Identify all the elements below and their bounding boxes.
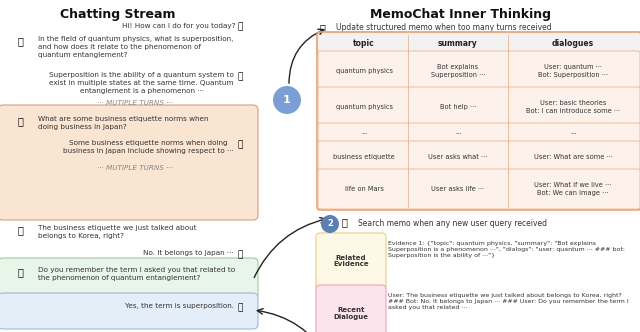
FancyBboxPatch shape [316, 285, 386, 332]
Text: What are some business etiquette norms when
doing business in Japan?: What are some business etiquette norms w… [38, 116, 209, 130]
Text: ···: ··· [361, 131, 367, 137]
Text: Yes, the term is superposition.: Yes, the term is superposition. [125, 303, 234, 309]
Text: Some business etiquette norms when doing
business in Japan include showing respe: Some business etiquette norms when doing… [63, 140, 234, 154]
Text: 🧑: 🧑 [18, 267, 24, 277]
Text: 🤖: 🤖 [342, 217, 348, 227]
Text: 🧑: 🧑 [18, 225, 24, 235]
FancyBboxPatch shape [0, 258, 258, 300]
Text: business etiquette: business etiquette [333, 154, 395, 160]
Text: 1: 1 [283, 95, 291, 105]
Text: 🧑: 🧑 [18, 116, 24, 126]
Text: User: quantum ···
Bot: Superposition ···: User: quantum ··· Bot: Superposition ··· [538, 64, 608, 78]
Text: quantum physics: quantum physics [335, 68, 392, 74]
Text: Do you remember the term I asked you that related to
the phenomenon of quantum e: Do you remember the term I asked you tha… [38, 267, 235, 281]
Text: User: What are some ···: User: What are some ··· [534, 154, 612, 160]
Text: Evidence 1: {"topic": quantum physics, "summary": "Bot explains
Superposition is: Evidence 1: {"topic": quantum physics, "… [388, 241, 625, 258]
Text: 🤖: 🤖 [238, 303, 243, 312]
Text: 🤖: 🤖 [238, 72, 243, 81]
FancyBboxPatch shape [318, 51, 640, 91]
Text: ···: ··· [455, 131, 461, 137]
Text: User asks life ···: User asks life ··· [431, 186, 484, 192]
FancyBboxPatch shape [318, 169, 640, 209]
Text: ··· MUTIPLE TURNS ···: ··· MUTIPLE TURNS ··· [97, 165, 173, 171]
FancyBboxPatch shape [0, 105, 258, 220]
Circle shape [273, 86, 301, 114]
Text: quantum physics: quantum physics [335, 104, 392, 110]
Circle shape [321, 215, 339, 233]
Text: User: The business etiquette we just talked about belongs to Korea, right?
### B: User: The business etiquette we just tal… [388, 293, 628, 310]
Text: 🤖: 🤖 [238, 250, 243, 259]
FancyBboxPatch shape [318, 87, 640, 127]
Text: summary: summary [438, 40, 478, 48]
FancyBboxPatch shape [317, 32, 640, 56]
Text: ··· MUTIPLE TURNS ···: ··· MUTIPLE TURNS ··· [97, 100, 173, 106]
FancyBboxPatch shape [318, 141, 640, 173]
Text: 🤖: 🤖 [238, 22, 243, 31]
Text: Bot explains
Superposition ···: Bot explains Superposition ··· [431, 64, 485, 78]
Text: 🤖: 🤖 [238, 140, 243, 149]
Text: The business etiquette we just talked about
belongs to Korea, right?: The business etiquette we just talked ab… [38, 225, 196, 239]
Text: Bot help ···: Bot help ··· [440, 104, 476, 110]
Text: Hi! How can I do for you today?: Hi! How can I do for you today? [122, 23, 235, 29]
Text: User: What if we live ···
Bot: We can image ···: User: What if we live ··· Bot: We can im… [534, 182, 612, 196]
Text: dialogues: dialogues [552, 40, 594, 48]
Text: Superposition is the ability of a quantum system to
exist in multiple states at : Superposition is the ability of a quantu… [49, 72, 234, 94]
Text: No. It belongs to Japan ···: No. It belongs to Japan ··· [143, 250, 234, 256]
Text: Search memo when any new user query received: Search memo when any new user query rece… [358, 219, 547, 228]
Text: ···: ··· [570, 131, 576, 137]
Text: topic: topic [353, 40, 375, 48]
FancyBboxPatch shape [0, 293, 258, 329]
Text: 🤖: 🤖 [320, 23, 326, 33]
Text: User asks what ···: User asks what ··· [428, 154, 488, 160]
Text: 🧑: 🧑 [18, 36, 24, 46]
FancyBboxPatch shape [316, 233, 386, 289]
Text: Chatting Stream: Chatting Stream [60, 8, 176, 21]
Text: In the field of quantum physics, what is superposition,
and how does it relate t: In the field of quantum physics, what is… [38, 36, 234, 58]
Text: Related
Evidence: Related Evidence [333, 255, 369, 268]
Text: Recent
Dialogue: Recent Dialogue [333, 306, 369, 319]
Text: 2: 2 [327, 219, 333, 228]
FancyBboxPatch shape [318, 123, 640, 145]
Text: Update structured memo when too many turns received: Update structured memo when too many tur… [336, 23, 552, 32]
Text: User: basic theories
Bot: I can introduce some ···: User: basic theories Bot: I can introduc… [526, 100, 620, 114]
Text: MemoChat Inner Thinking: MemoChat Inner Thinking [369, 8, 550, 21]
Text: life on Mars: life on Mars [344, 186, 383, 192]
